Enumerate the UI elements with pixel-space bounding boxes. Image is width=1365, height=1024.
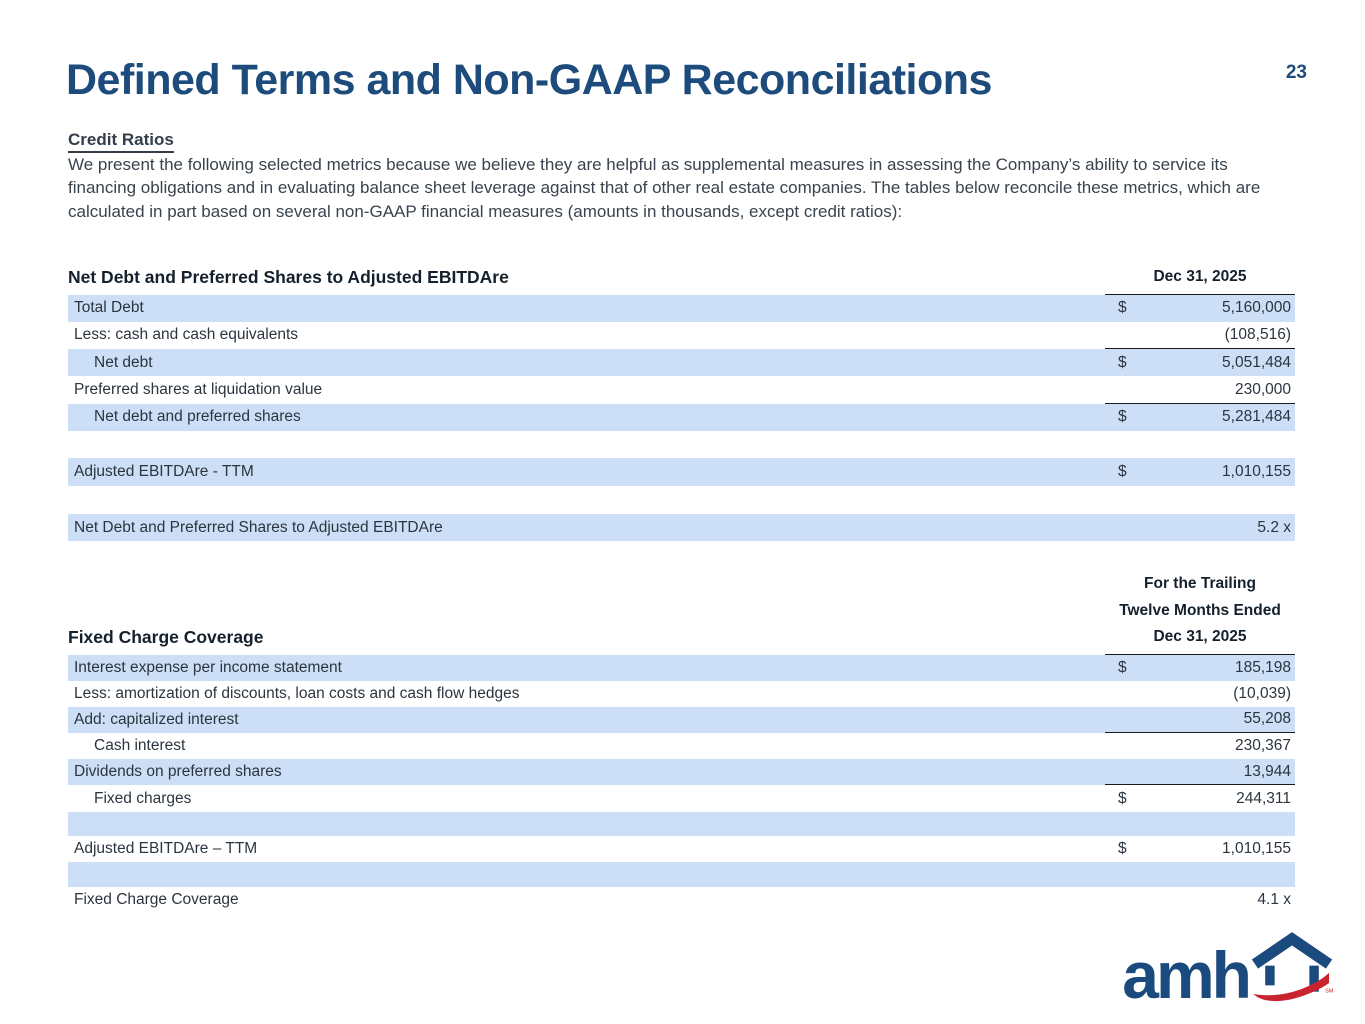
table-row: Less: cash and cash equivalents (108,516… xyxy=(68,322,1295,350)
table-row: Adjusted EBITDAre – TTM $1,010,155 xyxy=(68,836,1295,862)
table-row: Total Debt $5,160,000 xyxy=(68,294,1295,322)
section-paragraph: We present the following selected metric… xyxy=(68,155,1261,221)
row-value: 1,010,155 xyxy=(1222,462,1291,480)
page-number: 23 xyxy=(1285,62,1307,83)
net-debt-table: Net Debt and Preferred Shares to Adjuste… xyxy=(68,264,1295,542)
column-header-line: Dec 31, 2025 xyxy=(1153,628,1247,645)
service-mark: SM xyxy=(1325,988,1333,994)
row-value: 5,051,484 xyxy=(1222,353,1291,371)
currency-symbol: $ xyxy=(1118,408,1127,426)
row-label: Net debt xyxy=(94,353,153,371)
table-row: Less: amortization of discounts, loan co… xyxy=(68,681,1295,707)
table-row-spacer xyxy=(68,862,1295,887)
currency-symbol: $ xyxy=(1118,658,1127,676)
net-debt-table-title: Net Debt and Preferred Shares to Adjuste… xyxy=(68,266,509,287)
currency-symbol: $ xyxy=(1118,462,1127,480)
row-value: 5.2 x xyxy=(1257,518,1291,536)
table-row: Fixed Charge Coverage 4.1 x xyxy=(68,887,1295,913)
row-value: (108,516) xyxy=(1224,325,1291,343)
fixed-charge-table-title: Fixed Charge Coverage xyxy=(68,626,264,647)
net-debt-table-header: Net Debt and Preferred Shares to Adjuste… xyxy=(68,264,1295,295)
row-label: Interest expense per income statement xyxy=(74,658,342,676)
row-label: Adjusted EBITDAre - TTM xyxy=(74,462,254,480)
table-row-spacer xyxy=(68,486,1295,515)
table-row: Fixed charges $244,311 xyxy=(68,785,1295,811)
row-label: Net Debt and Preferred Shares to Adjuste… xyxy=(74,518,443,536)
table-row: Interest expense per income statement $1… xyxy=(68,654,1295,681)
row-value: (10,039) xyxy=(1233,684,1291,702)
row-value: 5,160,000 xyxy=(1222,299,1291,317)
column-header-date: Dec 31, 2025 xyxy=(1153,268,1247,285)
row-label: Total Debt xyxy=(74,299,144,317)
row-label: Fixed Charge Coverage xyxy=(74,890,239,908)
currency-symbol: $ xyxy=(1118,789,1127,807)
column-header-line: Twelve Months Ended xyxy=(1119,601,1281,619)
table-row: Cash interest 230,367 xyxy=(68,733,1295,759)
row-value: 4.1 x xyxy=(1257,890,1291,908)
row-value: 230,367 xyxy=(1234,737,1291,755)
row-label: Fixed charges xyxy=(94,789,192,807)
row-label: Adjusted EBITDAre – TTM xyxy=(74,840,258,858)
fixed-charge-column-header: For the Trailing Twelve Months Ended Dec… xyxy=(1105,571,1295,655)
table-row-spacer xyxy=(68,431,1295,458)
row-label: Less: amortization of discounts, loan co… xyxy=(74,684,520,702)
row-value: 230,000 xyxy=(1234,380,1291,398)
currency-symbol: $ xyxy=(1118,840,1127,858)
table-row: Adjusted EBITDAre - TTM $1,010,155 xyxy=(68,458,1295,486)
amh-logo: amh SM xyxy=(1122,932,1333,1013)
column-header-line: For the Trailing xyxy=(1144,575,1256,592)
fixed-charge-table-header: Fixed Charge Coverage For the Trailing T… xyxy=(68,571,1295,655)
row-value: 55,208 xyxy=(1243,710,1291,728)
table-row: Add: capitalized interest 55,208 xyxy=(68,706,1295,734)
table-row: Net Debt and Preferred Shares to Adjuste… xyxy=(68,514,1295,542)
page-title: Defined Terms and Non-GAAP Reconciliatio… xyxy=(66,56,992,104)
row-label: Add: capitalized interest xyxy=(74,710,239,728)
table-row: Preferred shares at liquidation value 23… xyxy=(68,376,1295,404)
row-label: Preferred shares at liquidation value xyxy=(74,381,323,399)
row-label: Cash interest xyxy=(94,737,186,755)
table-row: Net debt and preferred shares $5,281,484 xyxy=(68,403,1295,431)
row-label: Dividends on preferred shares xyxy=(74,763,282,781)
row-label: Net debt and preferred shares xyxy=(94,408,301,426)
net-debt-column-header: Dec 31, 2025 xyxy=(1105,264,1295,295)
row-value: 5,281,484 xyxy=(1222,408,1291,426)
table-row: Net debt $5,051,484 xyxy=(68,349,1295,377)
row-value: 1,010,155 xyxy=(1222,840,1291,858)
section-heading: Credit Ratios xyxy=(68,130,174,153)
amh-logo-text: amh xyxy=(1122,938,1252,1013)
currency-symbol: $ xyxy=(1118,299,1127,317)
row-value: 244,311 xyxy=(1236,789,1291,807)
amh-house-icon: SM xyxy=(1251,932,1333,1002)
currency-symbol: $ xyxy=(1118,353,1127,371)
row-value: 185,198 xyxy=(1234,658,1291,676)
table-row-spacer xyxy=(68,811,1295,837)
fixed-charge-table: Fixed Charge Coverage For the Trailing T… xyxy=(68,571,1295,913)
row-value: 13,944 xyxy=(1243,762,1291,780)
row-label: Less: cash and cash equivalents xyxy=(74,326,299,344)
table-row: Dividends on preferred shares 13,944 xyxy=(68,759,1295,786)
